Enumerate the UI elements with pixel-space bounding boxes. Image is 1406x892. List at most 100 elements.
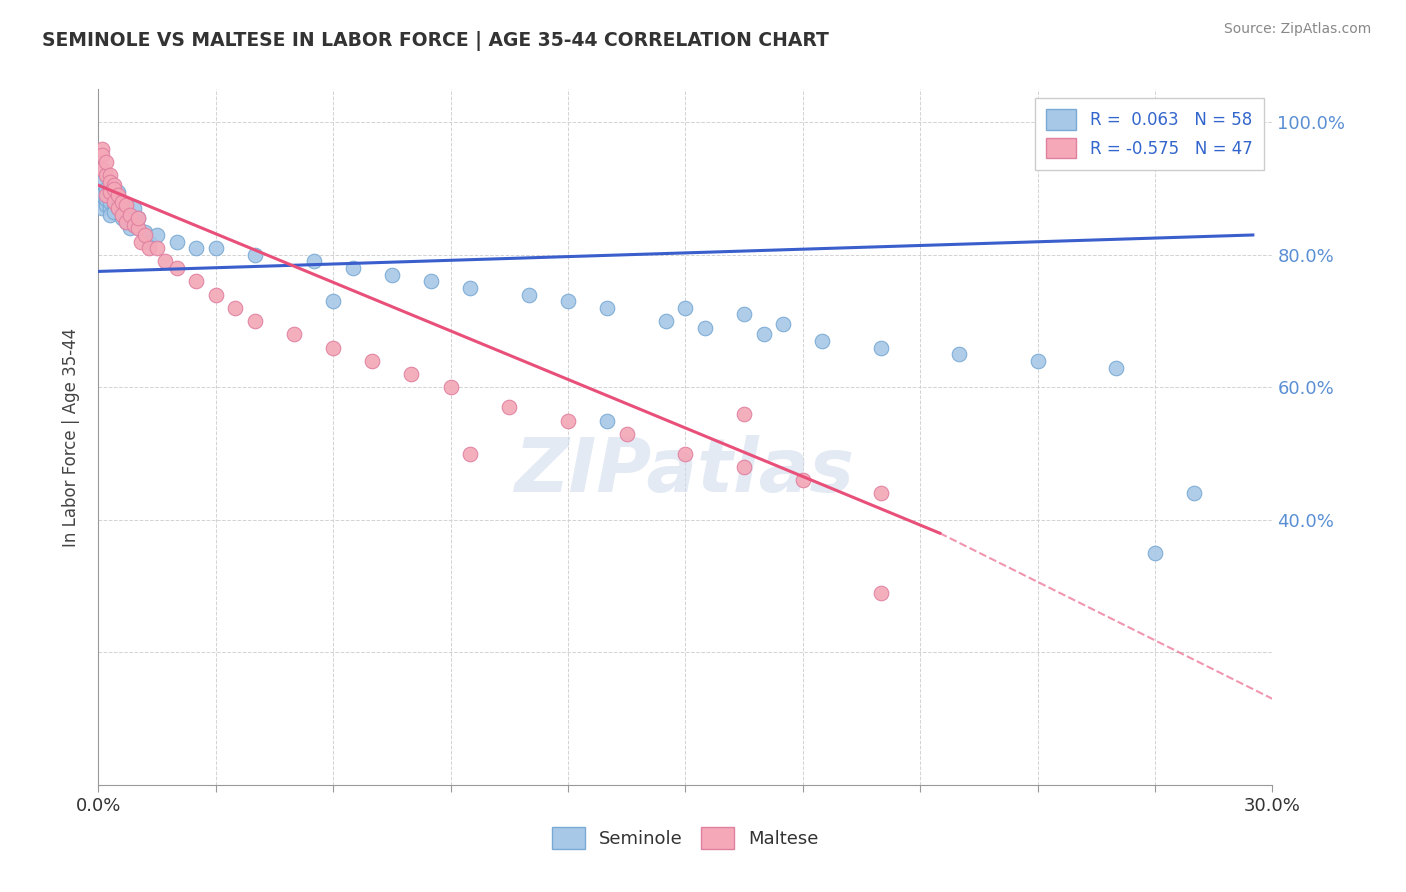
Point [205,241,228,255]
Point [458,447,481,461]
Point [111,204,134,219]
Point [114,198,136,212]
Point [733,459,755,474]
Point [381,268,404,282]
Point [693,320,716,334]
Point [111,211,134,226]
Point [98,185,121,199]
Point [103,198,125,212]
Point [127,211,149,226]
Point [98,181,121,195]
Point [98,202,121,216]
Point [96,188,118,202]
Point [103,188,125,202]
Point [186,241,208,255]
Point [870,341,893,355]
Point [243,248,266,262]
Point [596,413,619,427]
Point [96,155,118,169]
Point [96,198,118,212]
Point [1182,486,1205,500]
Point [517,287,540,301]
Point [96,181,118,195]
Point [138,241,160,255]
Point [655,314,678,328]
Point [114,198,136,212]
Point [134,225,156,239]
Point [138,235,160,249]
Point [103,194,125,209]
Point [91,202,114,216]
Point [107,202,129,216]
Point [96,169,118,183]
Point [205,287,228,301]
Point [186,274,208,288]
Point [134,227,156,242]
Y-axis label: In Labor Force | Age 35-44: In Labor Force | Age 35-44 [62,327,80,547]
Text: ZIPatlas: ZIPatlas [516,435,855,508]
Point [107,202,129,216]
Point [675,301,697,315]
Point [302,254,325,268]
Point [103,181,125,195]
Point [111,208,134,222]
Point [1026,354,1049,368]
Point [118,221,141,235]
Point [103,204,125,219]
Point [91,148,114,162]
Point [401,367,423,381]
Point [98,169,121,183]
Point [118,208,141,222]
Point [342,261,364,276]
Point [870,486,893,500]
Point [146,241,169,255]
Point [114,215,136,229]
Point [127,221,149,235]
Point [111,194,134,209]
Point [224,301,246,315]
Point [243,314,266,328]
Point [118,208,141,222]
Point [752,327,775,342]
Point [98,194,121,209]
Point [107,188,129,202]
Point [96,169,118,183]
Point [811,334,834,348]
Point [870,586,893,600]
Point [948,347,970,361]
Point [107,185,129,199]
Point [1144,546,1167,560]
Point [91,188,114,202]
Point [498,401,520,415]
Point [772,318,794,332]
Point [122,218,145,232]
Point [122,218,145,232]
Point [153,254,176,268]
Point [127,221,149,235]
Point [1105,360,1128,375]
Point [596,301,619,315]
Point [440,380,463,394]
Point [675,447,697,461]
Point [616,426,638,441]
Point [114,215,136,229]
Point [166,235,188,249]
Point [146,227,169,242]
Point [91,142,114,156]
Point [458,281,481,295]
Point [98,208,121,222]
Point [103,178,125,193]
Point [557,413,579,427]
Point [733,407,755,421]
Point [322,341,344,355]
Point [122,202,145,216]
Point [733,308,755,322]
Point [91,175,114,189]
Point [1241,122,1264,136]
Point [792,473,814,487]
Text: SEMINOLE VS MALTESE IN LABOR FORCE | AGE 35-44 CORRELATION CHART: SEMINOLE VS MALTESE IN LABOR FORCE | AGE… [42,31,830,51]
Point [107,194,129,209]
Point [98,175,121,189]
Point [557,294,579,309]
Text: Source: ZipAtlas.com: Source: ZipAtlas.com [1223,22,1371,37]
